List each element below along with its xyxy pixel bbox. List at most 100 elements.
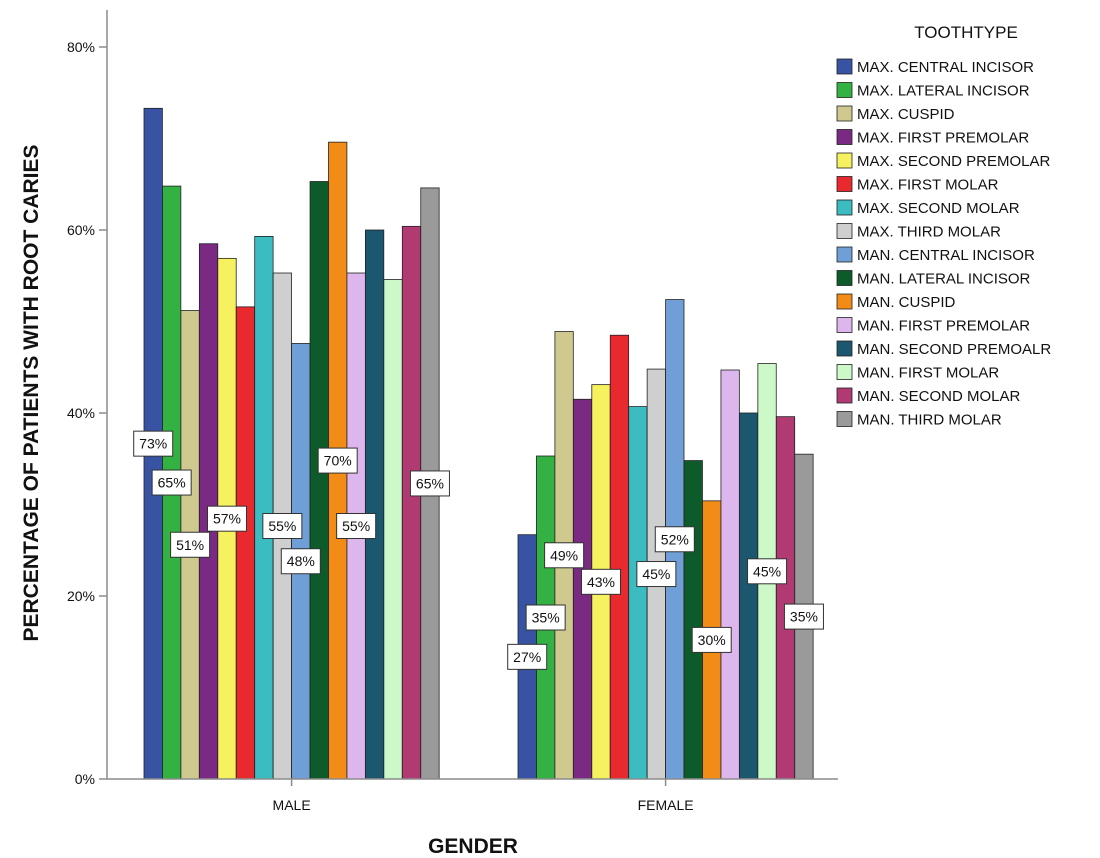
data-labels: 73% 65% 51% 57% 55% 48% 70% 55% 65% 27% 35% 49% 43% 4…: [133, 430, 824, 670]
y-axis-title: PERCENTAGE OF PATIENTS WITH ROOT CARIES: [20, 144, 43, 641]
data-label-text: 65%: [158, 475, 186, 491]
data-label-box: [170, 531, 211, 558]
legend-item-man-first-molar: MAN. FIRST MOLAR: [836, 364, 999, 382]
legend-item-max-first-molar: MAX. FIRST MOLAR: [836, 176, 999, 194]
y-tick-label: 0%: [75, 771, 95, 787]
bar-male-man-first-molar: [383, 279, 403, 780]
data-label-female-max-central-incisor: 27%: [507, 643, 548, 670]
legend-label: MAN. CUSPID: [857, 294, 956, 311]
data-label-box: [544, 542, 585, 569]
data-label-female-max-third-molar: 45%: [636, 561, 677, 588]
legend-item-man-second-premoalr: MAN. SECOND PREMOALR: [836, 340, 1051, 358]
data-label-text: 57%: [213, 511, 241, 527]
bar-male-man-second-premoalr: [364, 229, 385, 780]
legend-label: MAN. FIRST PREMOLAR: [857, 318, 1030, 335]
bar-male-man-lateral-incisor: [309, 181, 329, 780]
legend-swatch: [836, 82, 853, 98]
data-label-box: [636, 561, 677, 588]
data-label-female-man-central-incisor: 52%: [654, 526, 695, 553]
legend-label: MAX. SECOND MOLAR: [857, 200, 1020, 217]
legend-label: MAN. CENTRAL INCISOR: [857, 247, 1035, 264]
legend-swatch: [836, 317, 853, 333]
legend-item-man-second-molar: MAN. SECOND MOLAR: [836, 387, 1021, 405]
legend-label: MAN. LATERAL INCISOR: [857, 271, 1031, 288]
legend-item-man-lateral-incisor: MAN. LATERAL INCISOR: [836, 270, 1031, 288]
data-label-box: [783, 603, 824, 630]
bar-female-max-first-molar: [609, 334, 630, 780]
legend-item-man-central-incisor: MAN. CENTRAL INCISOR: [836, 246, 1035, 264]
data-label-text: 49%: [550, 547, 578, 563]
legend-item-max-second-premolar: MAX. SECOND PREMOLAR: [836, 152, 1051, 170]
data-label-text: 70%: [324, 453, 352, 469]
bar-female-man-second-premoalr: [739, 412, 759, 780]
legend-item-man-cuspid: MAN. CUSPID: [836, 293, 956, 311]
legend: TOOTHTYPE MAX. CENTRAL INCISOR MAX. LATER…: [836, 23, 1051, 429]
legend-item-max-cuspid: MAX. CUSPID: [836, 105, 955, 123]
data-label-box: [507, 643, 548, 670]
legend-label: MAN. FIRST MOLAR: [857, 365, 999, 382]
x-axis-title: GENDER: [428, 835, 518, 858]
data-label-female-max-second-premolar: 43%: [581, 568, 621, 595]
data-label-male-man-first-premolar: 55%: [336, 513, 377, 540]
legend-swatch: [836, 152, 853, 169]
data-label-text: 27%: [513, 649, 541, 665]
data-label-text: 48%: [287, 553, 315, 569]
bar-female-man-second-molar: [775, 416, 796, 780]
y-tick-label: 20%: [67, 588, 95, 604]
data-label-box: [317, 447, 358, 474]
data-label-text: 73%: [139, 436, 167, 452]
legend-item-max-first-premolar: MAX. FIRST PREMOLAR: [836, 129, 1029, 147]
y-tick-label: 40%: [67, 405, 95, 421]
data-label-male-man-third-molar: 65%: [409, 470, 450, 497]
data-label-text: 35%: [532, 610, 560, 626]
legend-swatch: [836, 129, 853, 145]
legend-item-max-central-incisor: MAX. CENTRAL INCISOR: [836, 58, 1034, 76]
legend-label: MAX. SECOND PREMOLAR: [857, 153, 1051, 170]
legend-swatch: [836, 364, 853, 380]
legend-label: MAX. LATERAL INCISOR: [857, 83, 1030, 100]
data-label-female-man-third-molar: 35%: [783, 603, 824, 630]
data-label-box: [336, 513, 377, 540]
legend-item-max-lateral-incisor: MAX. LATERAL INCISOR: [836, 82, 1030, 100]
data-label-male-max-lateral-incisor: 65%: [151, 469, 192, 496]
bar-male-max-first-molar: [235, 306, 256, 780]
legend-label: MAX. CUSPID: [857, 106, 955, 123]
data-label-male-max-second-premolar: 57%: [207, 505, 247, 532]
data-label-text: 51%: [176, 537, 204, 553]
data-label-box: [409, 470, 450, 497]
data-label-box: [133, 430, 174, 457]
legend-swatch: [836, 223, 853, 239]
data-label-text: 30%: [698, 632, 726, 648]
data-label-male-max-cuspid: 51%: [170, 531, 211, 558]
data-label-male-man-central-incisor: 48%: [280, 548, 321, 575]
data-label-text: 55%: [342, 518, 370, 534]
data-label-text: 43%: [587, 574, 615, 590]
y-tick-label: 60%: [67, 222, 95, 238]
legend-label: MAX. THIRD MOLAR: [857, 224, 1001, 241]
legend-swatch: [836, 270, 853, 286]
data-label-female-max-cuspid: 49%: [544, 542, 585, 569]
data-label-box: [654, 526, 695, 553]
data-label-box: [207, 505, 247, 532]
legend-swatch: [836, 293, 853, 310]
data-label-box: [525, 604, 566, 631]
legend-label: MAN. THIRD MOLAR: [857, 412, 1002, 429]
legend-label: MAN. SECOND MOLAR: [857, 388, 1021, 405]
legend-swatch: [836, 58, 853, 75]
legend-label: MAX. CENTRAL INCISOR: [857, 59, 1034, 76]
bar-female-man-first-premolar: [720, 369, 740, 780]
legend-swatch: [836, 199, 853, 216]
data-label-male-max-third-molar: 55%: [262, 513, 303, 540]
bars: [143, 107, 814, 780]
bar-male-max-second-molar: [254, 236, 274, 780]
data-label-text: 45%: [753, 563, 781, 579]
bar-female-max-second-molar: [628, 406, 648, 780]
legend-swatch: [836, 411, 853, 427]
data-label-box: [691, 626, 732, 653]
bar-female-man-lateral-incisor: [683, 460, 703, 780]
legend-item-max-third-molar: MAX. THIRD MOLAR: [836, 223, 1001, 241]
legend-swatch: [836, 176, 853, 192]
data-label-female-man-first-molar: 45%: [747, 558, 788, 585]
legend-swatch: [836, 105, 853, 122]
